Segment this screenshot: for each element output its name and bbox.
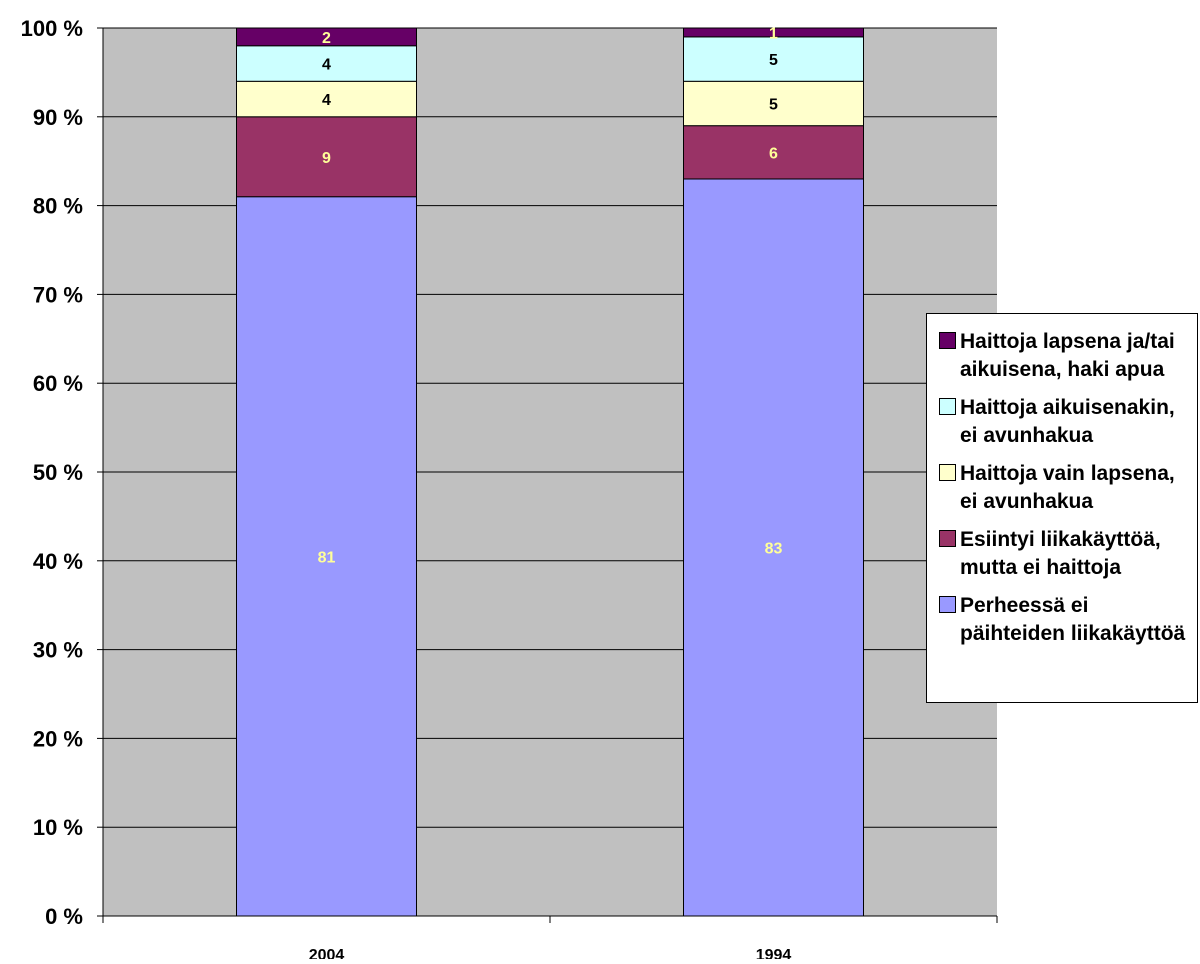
bar-segment [236,80,417,118]
bar-segment [683,178,864,917]
legend-swatch [939,332,956,349]
x-tick-label: 1994 [756,947,792,959]
data-label: 83 [765,540,783,557]
data-label: 6 [769,145,778,162]
bar-segment [236,45,417,82]
y-tick-label: 40 % [33,549,83,574]
bar-segment [236,116,417,198]
data-label: 4 [322,57,331,74]
y-tick-label: 70 % [33,282,83,307]
y-tick-label: 80 % [33,194,83,219]
bar-segment [683,80,864,127]
y-tick-label: 50 % [33,460,83,485]
bar-segment [683,36,864,82]
legend-label: Haittoja aikuisenakin, ei avunhakua [960,396,1175,447]
legend-swatch [939,398,956,415]
data-label: 9 [322,150,331,167]
legend-swatch [939,596,956,613]
data-label: 4 [322,92,331,109]
bar-segment [236,196,417,917]
legend-item-haittoja-vain-lapsena: Haittoja vain lapsena, ei avunhakua [939,460,1191,516]
bar-segment [683,27,864,38]
y-tick-label: 30 % [33,638,83,663]
data-label: 81 [318,549,336,566]
y-tick-label: 90 % [33,105,83,130]
y-tick-label: 0 % [45,904,83,929]
chart-legend: Haittoja lapsena ja/tai aikuisena, haki … [926,313,1198,703]
legend-label: Haittoja lapsena ja/tai aikuisena, haki … [960,330,1175,381]
data-label: 2 [322,30,331,47]
data-label: 5 [769,96,778,113]
data-label: 1 [769,25,778,42]
legend-swatch [939,464,956,481]
legend-swatch [939,530,956,547]
bar-segment [236,27,417,47]
data-label: 5 [769,52,778,69]
bar-segment [683,125,864,180]
legend-label: Perheessä ei päihteiden liikakäyttöä [960,594,1186,645]
legend-label: Haittoja vain lapsena, ei avunhakua [960,462,1175,513]
legend-item-esiintyi-liikakayttoa: Esiintyi liikakäyttöä, mutta ei haittoja [939,526,1191,582]
y-tick-label: 20 % [33,726,83,751]
legend-item-haittoja-aikuisenakin: Haittoja aikuisenakin, ei avunhakua [939,394,1191,450]
legend-item-ei-liikakayttoa: Perheessä ei päihteiden liikakäyttöä [939,592,1191,648]
plot-area: 0 % 10 % 20 % 30 % 40 % 50 % 60 % 70 % 80 % 90 % 1… [21,16,998,964]
y-tick-label: 100 % [21,16,83,41]
legend-label: Esiintyi liikakäyttöä, mutta ei haittoja [960,528,1161,579]
x-tick-label: 2004 [309,947,345,959]
legend-item-haki-apua: Haittoja lapsena ja/tai aikuisena, haki … [939,328,1191,384]
y-tick-label: 60 % [33,371,83,396]
y-tick-label: 10 % [33,815,83,840]
